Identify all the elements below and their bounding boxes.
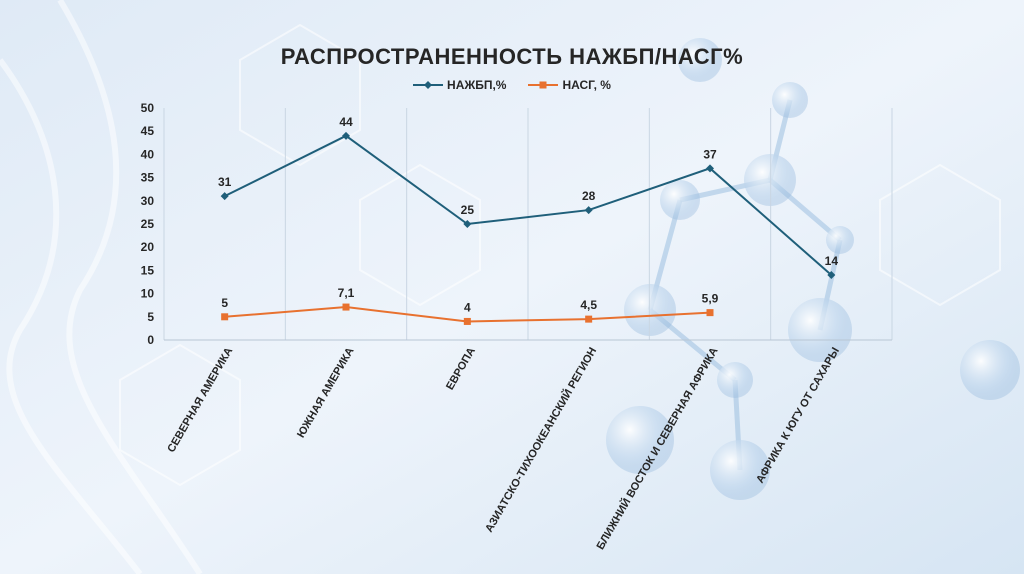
x-tick-label: СЕВЕРНАЯ АМЕРИКА bbox=[165, 345, 235, 454]
molecule-spheres bbox=[606, 38, 1020, 500]
y-tick-label: 50 bbox=[141, 101, 155, 115]
data-point-nash bbox=[706, 309, 714, 317]
data-label: 4 bbox=[464, 300, 471, 314]
data-label: 5 bbox=[221, 296, 228, 310]
hexagon-pattern bbox=[119, 23, 1001, 487]
y-tick-label: 15 bbox=[141, 263, 155, 277]
y-tick-label: 25 bbox=[141, 217, 155, 231]
data-point-nafld bbox=[342, 131, 350, 140]
data-label: 7,1 bbox=[338, 286, 355, 300]
data-point-nash bbox=[585, 315, 593, 323]
x-tick-label: БЛИЖНИЙ ВОСТОК И СЕВЕРНАЯ АФРИКА bbox=[594, 345, 721, 552]
data-label: 4,5 bbox=[580, 298, 597, 312]
x-tick-label: ЮЖНАЯ АМЕРИКА bbox=[295, 345, 357, 440]
y-tick-label: 45 bbox=[141, 124, 155, 138]
x-tick-label: АЗИАТСКО-ТИХООКЕАНСКИЙ РЕГИОН bbox=[482, 345, 599, 535]
legend-item-nafld: НАЖБП,% bbox=[413, 78, 506, 92]
data-point-nafld bbox=[706, 164, 714, 173]
chart-title: РАСПРОСТРАНЕННОСТЬ НАЖБП/НАСГ% bbox=[280, 44, 744, 69]
data-point-nash bbox=[342, 303, 350, 311]
data-label: 31 bbox=[218, 175, 232, 189]
y-tick-label: 5 bbox=[147, 310, 154, 324]
data-point-nash bbox=[221, 313, 229, 321]
legend-marker-nafld bbox=[413, 81, 444, 89]
data-point-nafld bbox=[827, 271, 836, 280]
dna-strand bbox=[0, 0, 203, 574]
legend-label-nash: НАСГ, % bbox=[562, 78, 611, 92]
data-point-nash bbox=[463, 317, 471, 325]
legend-marker-nash bbox=[528, 81, 559, 89]
legend-item-nash: НАСГ, % bbox=[528, 78, 611, 92]
data-label: 28 bbox=[582, 189, 596, 203]
data-label: 25 bbox=[461, 203, 475, 217]
data-point-nafld bbox=[463, 220, 472, 228]
data-label: 37 bbox=[703, 147, 717, 161]
y-tick-label: 20 bbox=[141, 240, 155, 254]
data-label: 5,9 bbox=[702, 292, 719, 306]
data-point-nafld bbox=[220, 192, 229, 201]
data-point-nafld bbox=[584, 206, 593, 215]
y-tick-label: 0 bbox=[147, 333, 154, 347]
y-tick-label: 35 bbox=[141, 171, 155, 185]
data-label: 14 bbox=[825, 254, 839, 268]
y-tick-label: 10 bbox=[141, 287, 155, 301]
data-label: 44 bbox=[339, 115, 353, 129]
y-tick-label: 40 bbox=[141, 147, 155, 161]
x-tick-label: ЕВРОПА bbox=[444, 345, 478, 392]
legend-label-nafld: НАЖБП,% bbox=[447, 78, 507, 92]
chart-legend: НАЖБП,% НАСГ, % bbox=[0, 78, 1024, 92]
x-tick-label: АФРИКА К ЮГУ ОТ САХАРЫ bbox=[754, 345, 842, 485]
series-line-nafld bbox=[224, 134, 832, 276]
y-tick-label: 30 bbox=[141, 194, 155, 208]
